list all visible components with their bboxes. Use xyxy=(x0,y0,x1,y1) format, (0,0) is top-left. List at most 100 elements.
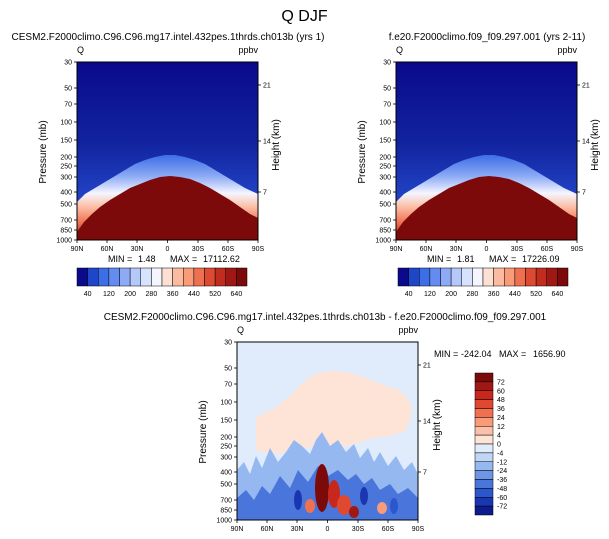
y-tick: 200 xyxy=(379,155,391,162)
y-tick: 500 xyxy=(379,202,391,209)
colorbar-label: -24 xyxy=(497,468,507,475)
panel-3-positive-cell xyxy=(305,499,315,513)
y-tick: 250 xyxy=(379,164,391,171)
colorbar-swatch xyxy=(474,408,494,418)
y-tick: 150 xyxy=(60,138,72,145)
height-tick: 21 xyxy=(582,83,590,90)
x-tick: 30S xyxy=(352,526,365,533)
panel-3-negative-cell xyxy=(360,487,368,505)
colorbar-swatch xyxy=(429,267,441,287)
x-tick: 60N xyxy=(101,246,114,253)
colorbar-label: 36 xyxy=(497,406,505,413)
panel-3-units-label: ppbv xyxy=(398,325,418,335)
panel-2-stats: MIN = 1.81 MAX = 17226.09 xyxy=(427,254,560,264)
colorbar-label: 4 xyxy=(497,433,501,440)
panel-3-positive-cell xyxy=(377,502,387,514)
colorbar-label: 440 xyxy=(509,291,521,298)
colorbar-label: 440 xyxy=(188,291,200,298)
colorbar-swatch xyxy=(440,267,452,287)
min-value: -242.04 xyxy=(461,349,492,359)
y-tick: 700 xyxy=(220,498,232,505)
colorbar-swatch xyxy=(76,267,88,287)
panel-3-colorbar: 72 60 48 36 24 12 4 0-4 -12 -24 -36 -48 -60 -72 xyxy=(474,372,507,516)
panel-2-tick-marks xyxy=(393,61,580,243)
colorbar-label: -48 xyxy=(497,486,507,493)
panel-3-y-ticks: 30 50 70 100 150 200 250 300 400 500 700… xyxy=(216,340,232,525)
colorbar-swatch xyxy=(225,267,237,287)
colorbar-swatch xyxy=(474,426,494,436)
panel-3-height-ticks: 21 14 7 xyxy=(423,363,431,477)
colorbar-label: -60 xyxy=(497,495,507,502)
y-tick: 50 xyxy=(383,86,391,93)
y-tick: 50 xyxy=(64,86,72,93)
panel-1-ylabel-right: Height (km) xyxy=(271,119,282,171)
colorbar-swatch xyxy=(474,470,494,480)
max-value: 1656.90 xyxy=(533,349,566,359)
colorbar-label: 280 xyxy=(146,291,158,298)
panel-2-y-ticks: 30 50 70 100 150 200 250 300 400 500 700… xyxy=(375,60,391,245)
panel-2-title: f.e20.F2000climo.f09_f09.297.001 (yrs 2-… xyxy=(389,32,586,43)
panel-2-field xyxy=(396,62,577,240)
y-tick: 250 xyxy=(60,164,72,171)
height-tick: 7 xyxy=(423,470,427,477)
x-tick: 30N xyxy=(450,246,463,253)
colorbar-swatch xyxy=(482,267,494,287)
panel-1-stats: MIN = 1.48 MAX = 17112.62 xyxy=(108,254,240,264)
panel-2-ylabel: Pressure (mb) xyxy=(357,120,368,183)
panel-2: f.e20.F2000climo.f09_f09.297.001 (yrs 2-… xyxy=(357,32,601,298)
max-label: MAX = xyxy=(170,254,197,264)
x-tick: 0 xyxy=(166,246,170,253)
colorbar-swatch xyxy=(87,267,99,287)
x-tick: 30S xyxy=(192,246,205,253)
colorbar-label: 24 xyxy=(497,415,505,422)
colorbar-swatch xyxy=(474,390,494,400)
colorbar-swatch xyxy=(474,479,494,489)
y-tick: 400 xyxy=(60,190,72,197)
x-tick: 90N xyxy=(71,246,84,253)
colorbar-swatch xyxy=(474,434,494,445)
y-tick: 1000 xyxy=(375,238,391,245)
colorbar-label: 60 xyxy=(497,388,505,395)
y-tick: 500 xyxy=(60,202,72,209)
colorbar-swatch xyxy=(419,267,431,287)
colorbar-swatch xyxy=(236,267,248,287)
colorbar-swatch xyxy=(397,267,409,287)
colorbar-swatch xyxy=(474,381,494,391)
y-tick: 30 xyxy=(383,60,391,67)
colorbar-swatch xyxy=(108,267,120,287)
colorbar-label: 280 xyxy=(467,291,479,298)
y-tick: 100 xyxy=(60,120,72,127)
colorbar-swatch xyxy=(472,267,484,287)
colorbar-label: 40 xyxy=(405,291,413,298)
colorbar-swatch xyxy=(474,372,494,383)
colorbar-swatch xyxy=(474,488,494,498)
y-tick: 30 xyxy=(64,60,72,67)
colorbar-swatch xyxy=(408,267,420,287)
colorbar-swatch xyxy=(172,267,184,287)
colorbar-label: -72 xyxy=(497,504,507,511)
colorbar-swatch xyxy=(514,267,526,287)
panel-2-height-ticks: 21 14 7 xyxy=(582,83,590,197)
panel-3-x-ticks: 90N 60N 30N 0 30S 60S 90S xyxy=(231,526,425,533)
colorbar-label: 360 xyxy=(488,291,500,298)
height-tick: 14 xyxy=(582,139,590,146)
min-label: MIN = xyxy=(434,349,458,359)
colorbar-swatch xyxy=(161,267,173,287)
panel-1-units-label: ppbv xyxy=(238,45,258,55)
panel-1-x-ticks: 90N 60N 30N 0 30S 60S 90S xyxy=(71,246,265,253)
colorbar-swatch xyxy=(474,452,494,462)
y-tick: 200 xyxy=(220,435,232,442)
y-tick: 300 xyxy=(220,455,232,462)
colorbar-swatch xyxy=(474,417,494,427)
x-tick: 60S xyxy=(222,246,235,253)
panel-1-title: CESM2.F2000climo.C96.C96.mg17.intel.432p… xyxy=(12,32,325,43)
height-tick: 14 xyxy=(423,419,431,426)
y-tick: 500 xyxy=(220,482,232,489)
colorbar-label: 520 xyxy=(530,291,542,298)
colorbar-swatch xyxy=(151,267,163,287)
y-tick: 150 xyxy=(220,418,232,425)
panel-2-colorbar: 40 120 200 280 360 440 520 640 xyxy=(397,267,569,298)
colorbar-swatch xyxy=(129,267,141,287)
panel-2-variable-label: Q xyxy=(396,45,403,55)
x-tick: 60S xyxy=(541,246,554,253)
